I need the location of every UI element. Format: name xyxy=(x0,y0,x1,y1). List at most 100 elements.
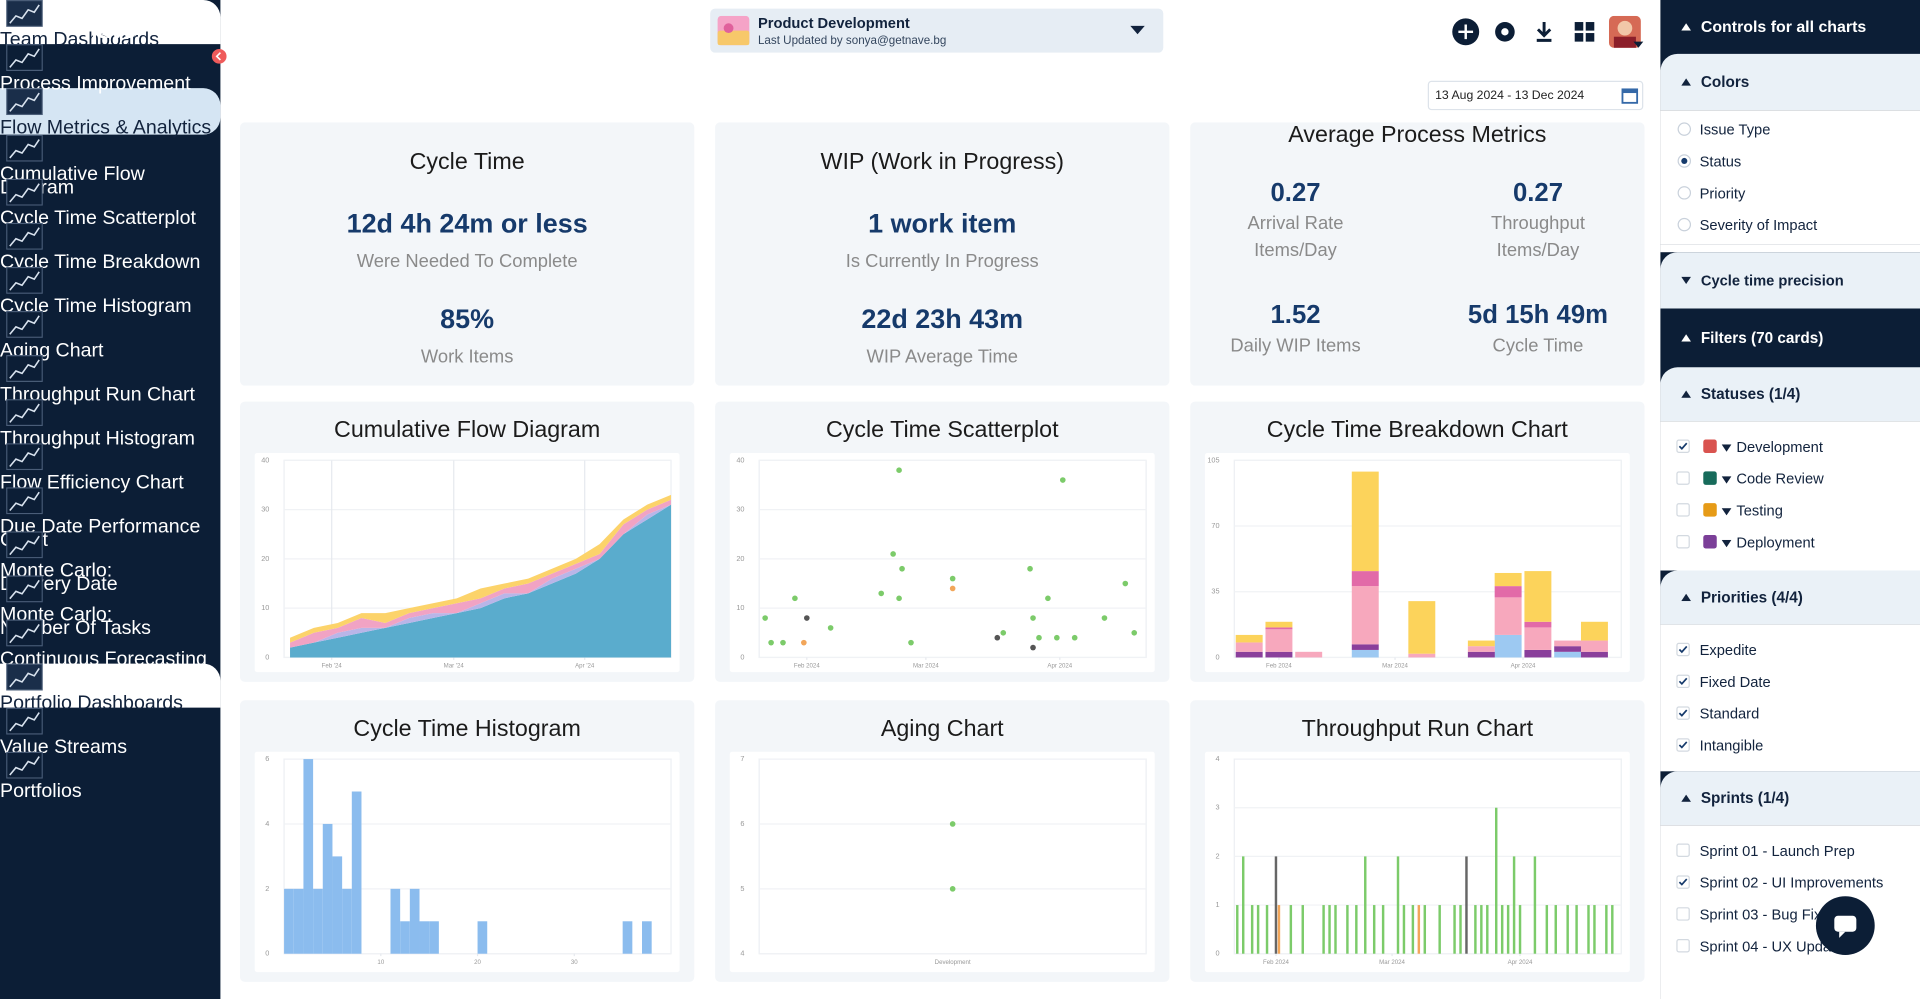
icon-glyph xyxy=(9,359,40,379)
nav-item[interactable]: Value Streams xyxy=(0,707,220,757)
filter-label: Standard xyxy=(1699,705,1760,723)
nav-item[interactable]: Cycle Time Histogram xyxy=(0,266,220,318)
nav-item[interactable]: Cycle Time Breakdown xyxy=(0,222,220,272)
checkbox[interactable] xyxy=(1676,875,1690,889)
section-header[interactable]: Priorities (4/4) xyxy=(1660,570,1920,625)
checkbox[interactable] xyxy=(1676,439,1690,453)
label-line: Throughput Histogram xyxy=(0,428,195,450)
bar-segment xyxy=(1408,601,1436,654)
checkbox[interactable] xyxy=(1676,843,1690,858)
caret-shape xyxy=(1681,78,1692,86)
plot-bg xyxy=(1204,751,1630,973)
nav-item[interactable]: Flow Efficiency Chart xyxy=(0,443,220,493)
section-header[interactable]: Statuses (1/4) xyxy=(1660,367,1920,422)
section-header[interactable]: Filters (70 cards) xyxy=(1660,308,1920,368)
bar xyxy=(429,921,439,954)
nav-item[interactable]: Cycle Time Scatterplot xyxy=(0,178,220,228)
icon-glyph xyxy=(9,271,40,291)
filter-label: Intangible xyxy=(1699,737,1764,755)
point xyxy=(949,821,956,827)
y-tick-label: 4 xyxy=(740,949,744,958)
checkbox[interactable] xyxy=(1676,503,1690,517)
section-header[interactable]: Controls for all charts xyxy=(1660,0,1920,54)
collapse-button[interactable] xyxy=(211,48,228,65)
checkbox[interactable] xyxy=(1676,907,1690,921)
checkbox[interactable] xyxy=(1676,738,1690,752)
checkbox[interactable] xyxy=(1676,706,1690,720)
nav-text: Flow Metrics & Analytics xyxy=(0,118,220,138)
plot-bg xyxy=(729,751,1155,973)
y-tick-label: 3 xyxy=(1216,803,1220,812)
radio[interactable] xyxy=(1677,217,1692,232)
chat-button[interactable] xyxy=(1815,895,1876,956)
radio[interactable] xyxy=(1677,186,1692,200)
bar xyxy=(1250,905,1254,954)
bar xyxy=(622,921,633,954)
y-tick-label: 10 xyxy=(736,603,744,612)
nav-icon xyxy=(6,751,43,779)
section-title: Colors xyxy=(1700,72,1750,90)
checkbox[interactable] xyxy=(1676,674,1690,689)
nav-item[interactable]: Flow Metrics & Analytics xyxy=(0,88,221,138)
x-tick-label: Apr 2024 xyxy=(1511,663,1536,670)
bar-segment xyxy=(1235,642,1263,652)
radio[interactable] xyxy=(1677,122,1692,136)
bar-segment xyxy=(1235,651,1263,658)
kpi-title: WIP (Work in Progress) xyxy=(820,149,1064,176)
board-selector[interactable]: Product Development Last Updated by sony… xyxy=(710,8,1164,53)
nav-item[interactable]: Monte Carlo: Delivery Date xyxy=(0,531,220,594)
nav-item[interactable]: Due Date PerformanceChart xyxy=(0,487,220,550)
section-header[interactable]: Colors xyxy=(1660,53,1920,111)
checkbox[interactable] xyxy=(1676,471,1690,485)
point xyxy=(899,565,905,572)
bar-segment xyxy=(1494,634,1522,658)
bar-segment xyxy=(1265,651,1293,658)
kpi-value: 1 work item xyxy=(868,208,1017,239)
point xyxy=(1027,565,1033,572)
nav-item[interactable]: Team Dashboards xyxy=(0,0,221,50)
nav-icon xyxy=(6,178,43,206)
icon-frame xyxy=(6,707,43,735)
board-icon xyxy=(717,15,750,46)
x-tick-label: 10 xyxy=(377,959,384,966)
caret-shape xyxy=(1681,276,1692,285)
bar-segment xyxy=(1235,634,1263,643)
nav-icon xyxy=(6,619,43,647)
bar xyxy=(1417,905,1421,954)
y-tick-label: 40 xyxy=(261,455,269,464)
nav-item[interactable]: Process Improvement xyxy=(0,44,220,94)
bar xyxy=(1453,905,1456,954)
toolbar[interactable] xyxy=(1451,15,1649,50)
metric-value: 0.27 xyxy=(1512,178,1563,207)
chart-card: Aging Chart 4 5 6 7 Development xyxy=(715,700,1170,982)
nav-item[interactable]: Portfolios xyxy=(0,751,220,801)
status-color xyxy=(1703,439,1717,453)
bar xyxy=(1355,905,1358,954)
checkbox[interactable] xyxy=(1676,535,1690,549)
nav-item[interactable]: Throughput Histogram xyxy=(0,399,220,450)
point xyxy=(896,467,902,474)
section-header[interactable]: Cycle time precision xyxy=(1660,252,1920,309)
nav-item[interactable]: Throughput Run Chart xyxy=(0,355,220,405)
bar-segment xyxy=(1580,621,1608,641)
date-range: 13 Aug 2024 - 13 Dec 2024 xyxy=(1435,89,1585,103)
y-tick-label: 30 xyxy=(261,505,269,514)
nav-item[interactable]: Aging Chart xyxy=(0,310,220,361)
date-picker[interactable]: 13 Aug 2024 - 13 Dec 2024 xyxy=(1427,80,1644,111)
caret xyxy=(1681,390,1692,398)
label-line: Cycle Time Histogram xyxy=(0,296,192,318)
nav-text: Cycle Time Histogram xyxy=(0,296,220,318)
nav-item[interactable]: Portfolio Dashboards xyxy=(0,663,221,713)
filter-label: Code Review xyxy=(1736,470,1824,488)
y-tick-label: 5 xyxy=(740,884,744,893)
section-header[interactable]: Sprints (1/4) xyxy=(1660,771,1920,826)
bar-segment xyxy=(1580,651,1608,658)
nav-icon xyxy=(6,134,43,162)
checkbox[interactable] xyxy=(1676,642,1690,657)
x-tick-label: Mar '24 xyxy=(444,663,465,670)
nav-item[interactable]: Continuous Forecasting xyxy=(0,619,220,669)
bar xyxy=(1587,905,1590,954)
filter-label: Expedite xyxy=(1699,641,1757,659)
checkbox[interactable] xyxy=(1676,939,1690,953)
